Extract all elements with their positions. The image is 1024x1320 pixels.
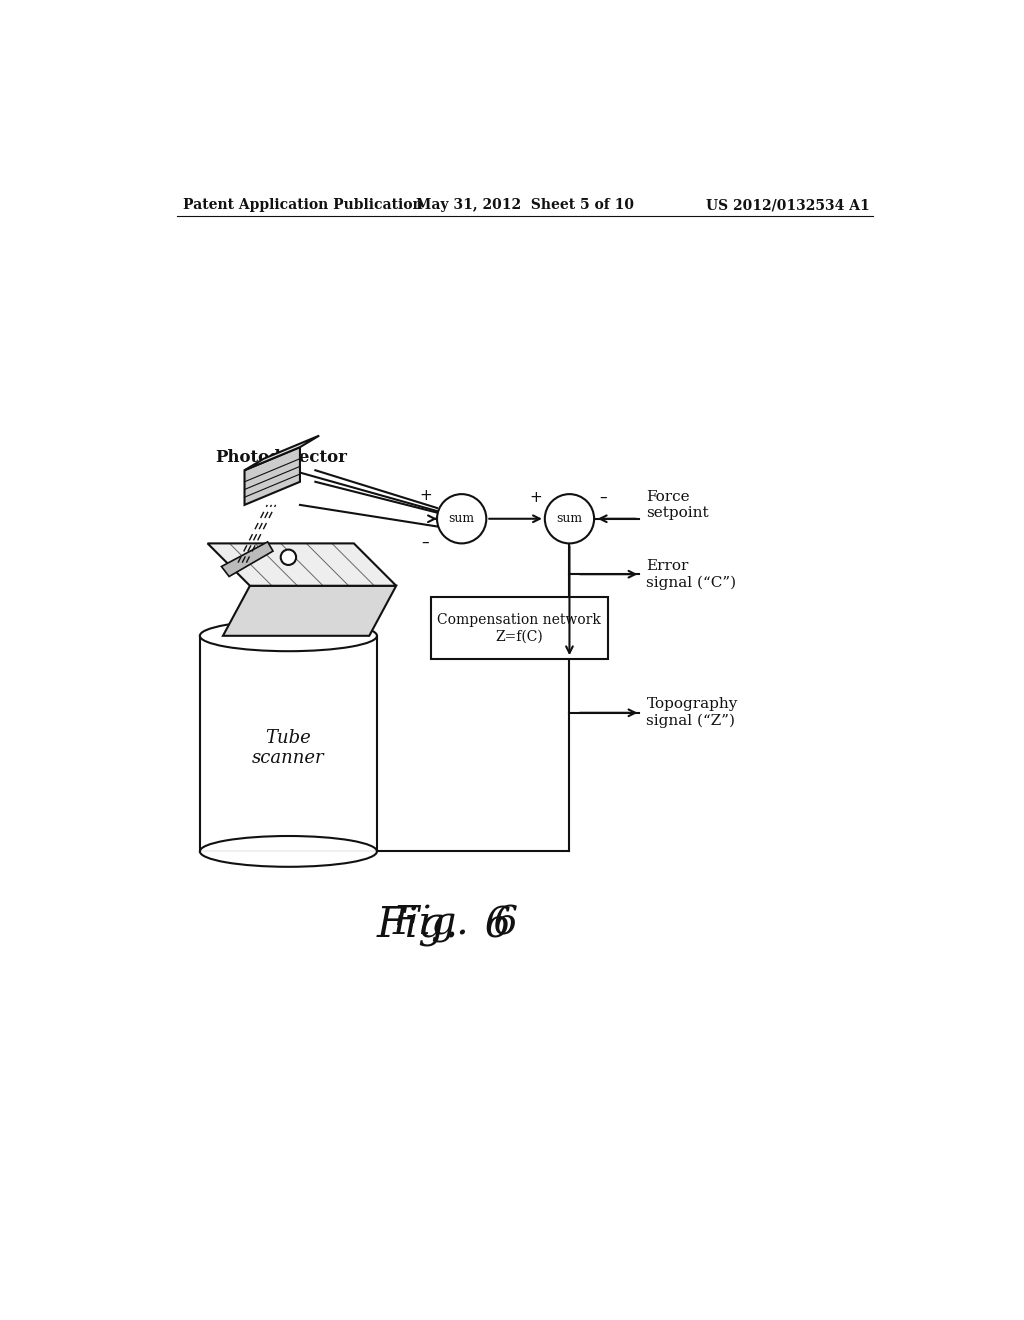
Text: +: +	[529, 490, 542, 504]
Text: Fig.  6: Fig. 6	[392, 906, 518, 944]
Polygon shape	[223, 586, 396, 636]
Text: –: –	[599, 490, 607, 504]
Text: Fig.  6: Fig. 6	[377, 906, 512, 948]
Ellipse shape	[437, 494, 486, 544]
Ellipse shape	[545, 494, 594, 544]
Text: sum: sum	[449, 512, 475, 525]
Text: Photodetector: Photodetector	[215, 449, 347, 466]
Bar	[431, 597, 608, 659]
Text: Tube
scanner: Tube scanner	[252, 729, 325, 767]
Circle shape	[281, 549, 296, 565]
Polygon shape	[245, 436, 319, 470]
Text: Compensation network
Z=f(C): Compensation network Z=f(C)	[437, 612, 601, 643]
Polygon shape	[245, 447, 300, 506]
Text: Patent Application Publication: Patent Application Publication	[183, 198, 423, 213]
Polygon shape	[208, 544, 396, 586]
Text: Force
setpoint: Force setpoint	[646, 490, 709, 520]
Text: –: –	[422, 535, 429, 549]
Text: +: +	[419, 488, 432, 503]
Text: Topography
signal (“Z”): Topography signal (“Z”)	[646, 697, 738, 729]
Text: sum: sum	[556, 512, 583, 525]
Polygon shape	[221, 543, 273, 577]
Ellipse shape	[200, 620, 377, 651]
Text: US 2012/0132534 A1: US 2012/0132534 A1	[706, 198, 869, 213]
Text: May 31, 2012  Sheet 5 of 10: May 31, 2012 Sheet 5 of 10	[416, 198, 634, 213]
Text: Error
signal (“C”): Error signal (“C”)	[646, 558, 736, 590]
